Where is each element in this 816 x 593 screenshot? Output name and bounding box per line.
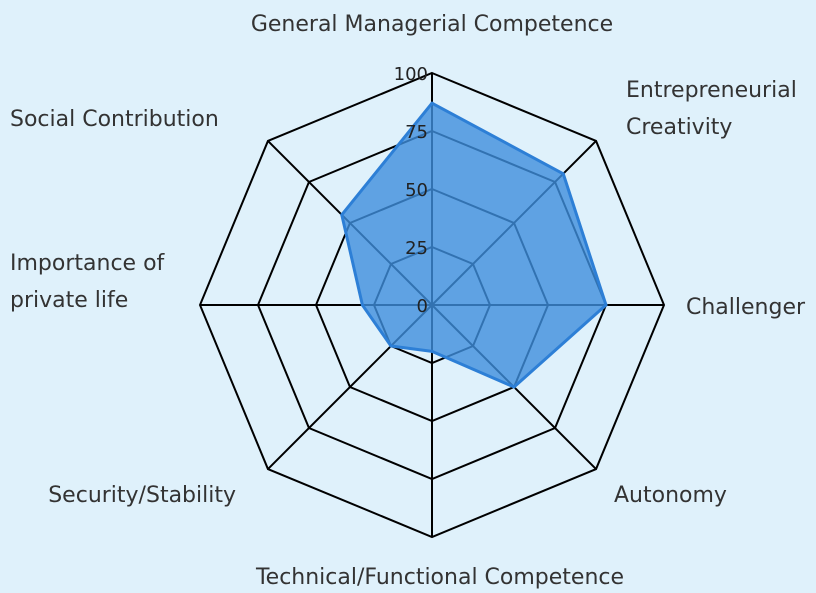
data-point-5 (389, 344, 393, 348)
tick-label: 25 (405, 238, 428, 259)
axis-label: Entrepreneurial Creativity (626, 78, 797, 140)
tick-label: 0 (417, 296, 428, 317)
data-point-6 (360, 303, 364, 307)
axis-label: Security/Stability (48, 483, 236, 508)
data-area (340, 101, 608, 389)
axis-label: Technical/Functional Competence (255, 565, 624, 590)
data-point-7 (340, 213, 344, 217)
tick-label: 100 (394, 64, 428, 85)
axis-label: Social Contribution (10, 107, 219, 132)
tick-labels: 0 25 50 75 100 (394, 64, 428, 317)
axis-labels: General Managerial Competence Entrepreneu… (10, 12, 806, 590)
data-point-1 (561, 172, 565, 176)
axis-label: Challenger (686, 295, 806, 320)
axis-label: Importance of private life (10, 251, 166, 313)
tick-label: 50 (405, 180, 428, 201)
axis-label: General Managerial Competence (251, 12, 613, 37)
tick-label: 75 (405, 122, 428, 143)
data-point-0 (430, 101, 434, 105)
data-point-3 (512, 385, 516, 389)
data-layer (340, 101, 608, 389)
data-point-4 (430, 349, 434, 353)
data-point-2 (604, 303, 608, 307)
axis-label: Autonomy (614, 483, 727, 508)
